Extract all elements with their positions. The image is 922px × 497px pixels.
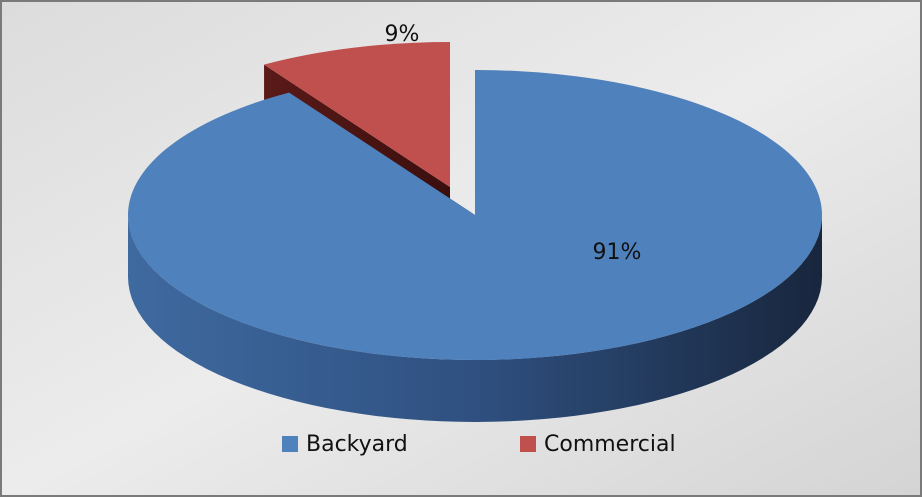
data-label: 91% [593, 240, 642, 265]
data-label: 9% [385, 22, 420, 47]
legend-label: Commercial [544, 432, 676, 457]
slice-side [128, 215, 822, 422]
legend-swatch [520, 436, 536, 452]
pie-slice [127, 70, 823, 360]
legend-swatch [282, 436, 298, 452]
pie-slice [264, 42, 450, 187]
legend-label: Backyard [306, 432, 408, 457]
